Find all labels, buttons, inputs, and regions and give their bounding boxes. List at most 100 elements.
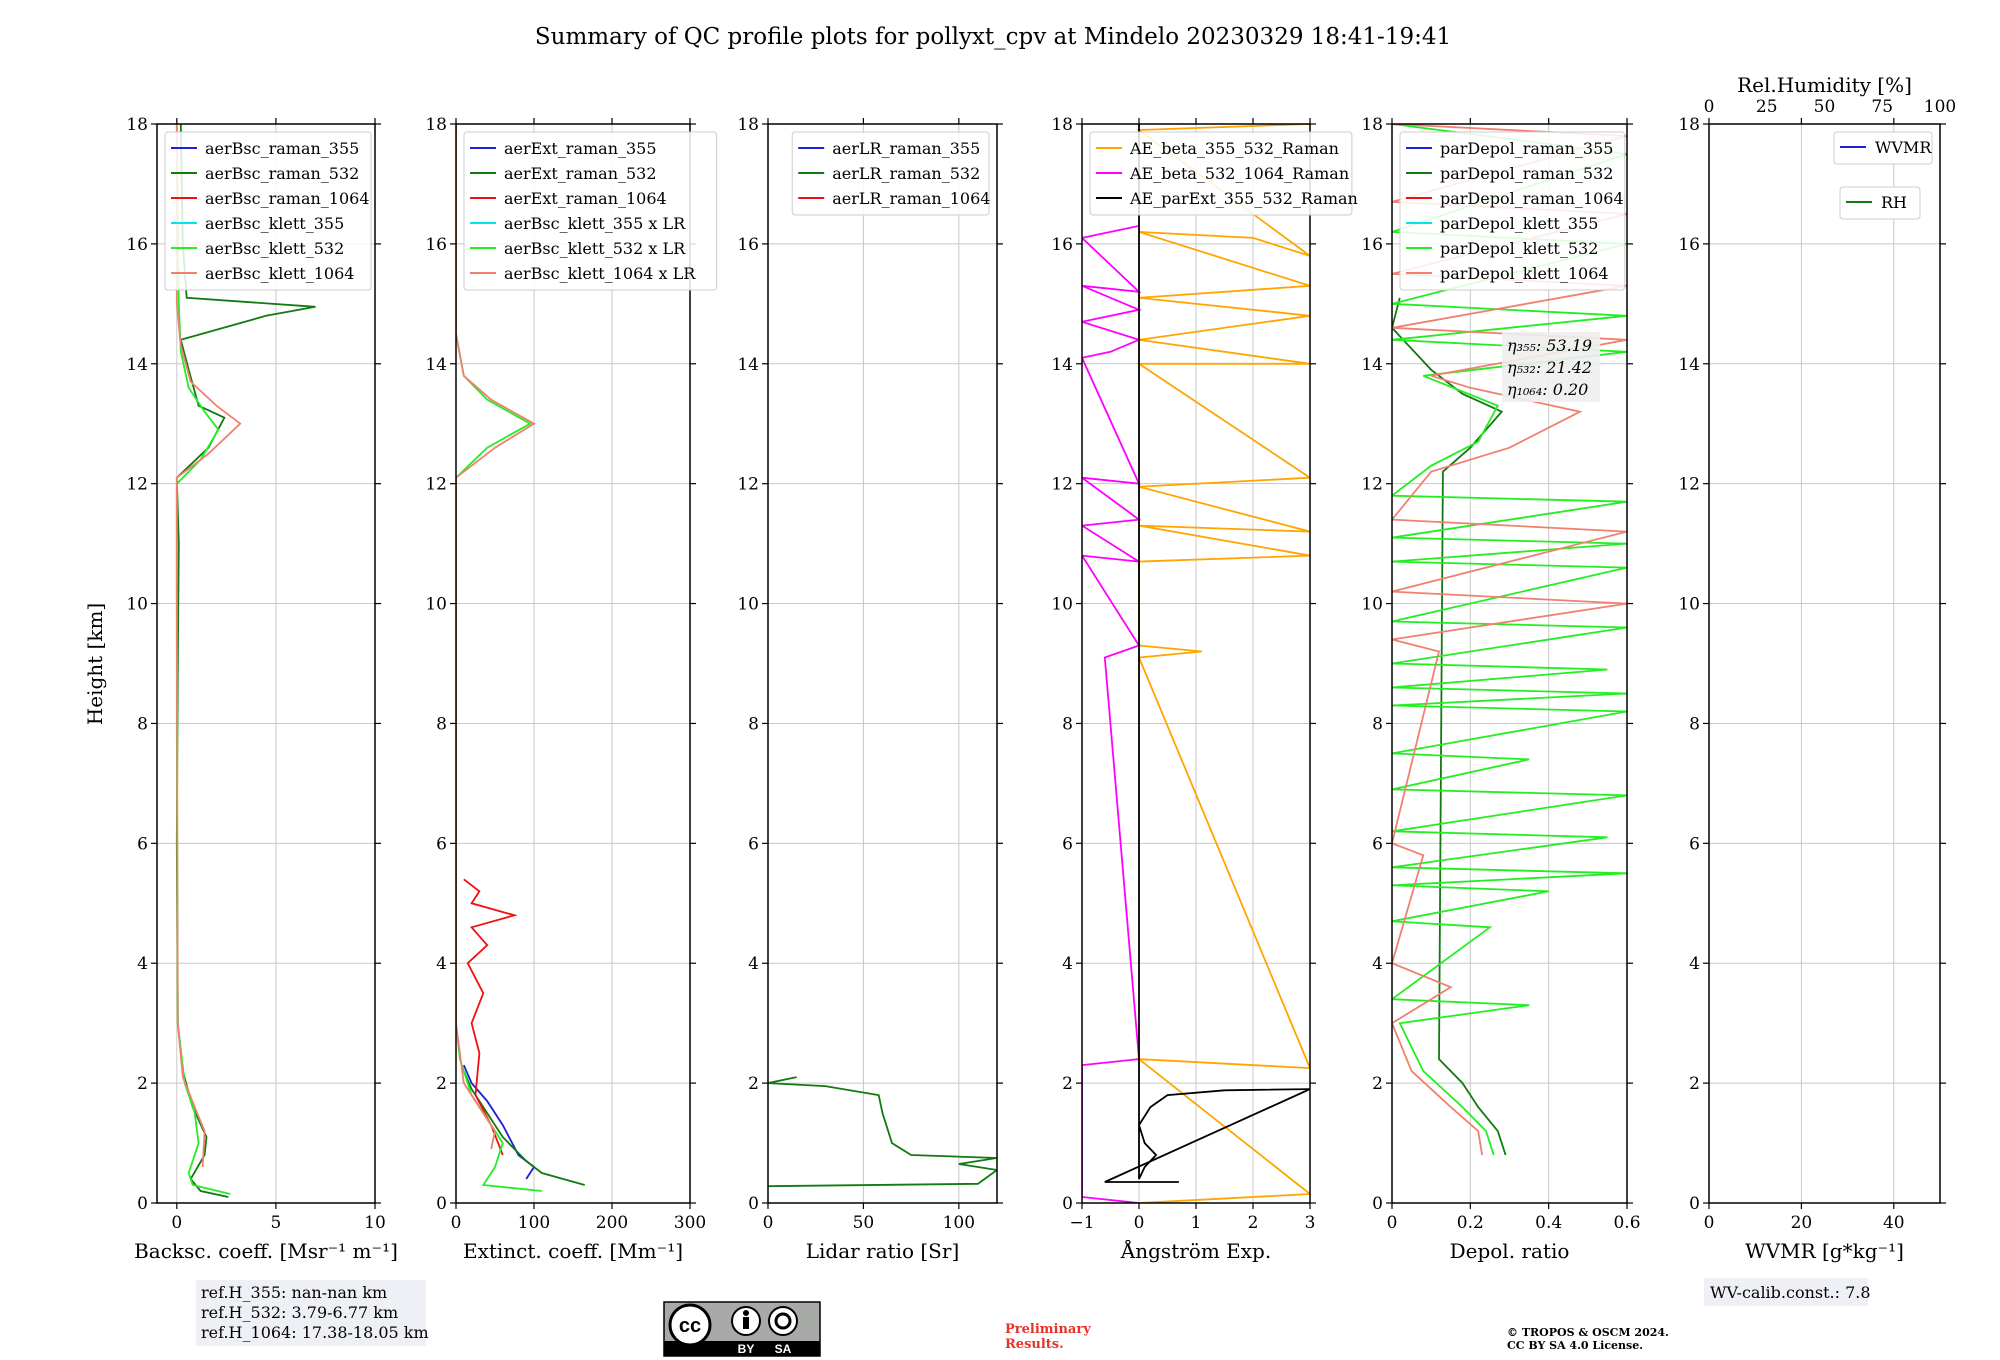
y-tick-label: 8 [1372,714,1383,734]
y-tick-label: 10 [1361,595,1383,615]
license-sa-label: SA [775,1342,792,1356]
legend-label: aerLR_raman_1064 [832,189,990,208]
x-tick-label: 3 [1305,1213,1316,1233]
x-tick-label: 20 [1791,1213,1813,1233]
x-tick-label: 100 [943,1213,975,1233]
legend-label: aerBsc_klett_1064 x LR [504,264,696,283]
y-tick-label: 4 [137,954,148,974]
y-tick-label: 10 [1678,595,1700,615]
legend-label: AE_beta_355_532_Raman [1129,139,1339,158]
preliminary-label-line2: Results. [1005,1337,1064,1352]
legend-label: parDepol_raman_1064 [1440,189,1624,208]
x-tick-label: 100 [518,1213,550,1233]
x-tick-label: 2 [1248,1213,1259,1233]
y-tick-label: 2 [137,1074,148,1094]
y-tick-label: 4 [1372,954,1383,974]
x-tick-label: 5 [270,1213,281,1233]
series-line-AE_parExt_355_532_Raman [1104,124,1310,1183]
legend: AE_beta_355_532_Raman AE_beta_532_1064_Ra… [1089,131,1358,216]
y-tick-label: 12 [1051,475,1073,495]
x-axis-label: Extinct. coeff. [Mm⁻¹] [463,1239,683,1263]
figure-title: Summary of QC profile plots for pollyxt_… [535,24,1451,50]
x-tick-label: 0.6 [1613,1213,1640,1233]
ref-heights-box: ref.H_355: nan-nan km ref.H_532: 3.79-6.… [196,1280,429,1346]
series-line-aerExt_raman_355 [462,1064,536,1180]
y-tick-label: 12 [126,475,148,495]
legend-label: aerBsc_raman_532 [205,164,359,183]
wv-calib-box: WV-calib.const.: 7.8 [1704,1278,1871,1306]
y-tick-label: 16 [425,235,447,255]
top-x-tick-label: 25 [1756,97,1778,117]
y-tick-label: 8 [1062,714,1073,734]
legend-label: parDepol_klett_1064 [1440,264,1609,283]
y-tick-label: 18 [1678,115,1700,135]
sa-share-alike-icon [768,1306,798,1336]
legend-box [1089,131,1353,216]
y-tick-label: 6 [436,834,447,854]
y-tick-label: 10 [425,595,447,615]
legend-label: parDepol_raman_355 [1440,139,1613,158]
y-tick-label: 2 [748,1074,759,1094]
y-tick-label: 14 [1051,355,1073,375]
x-tick-label: 0 [171,1213,182,1233]
top-x-tick-label: 100 [1924,97,1956,117]
axes-frame [1708,123,1941,1204]
by-attribution-head [743,1310,749,1316]
y-tick-label: 6 [1372,834,1383,854]
wv-calib-const: WV-calib.const.: 7.8 [1710,1283,1871,1302]
legend-label: aerExt_raman_355 [504,139,657,158]
legend-box [1399,131,1626,291]
annotation-box [1502,332,1600,402]
y-tick-label: 18 [1361,115,1383,135]
series-line-aerLR_raman_532 [768,1076,997,1188]
legend-label: aerExt_raman_532 [504,164,657,183]
series-line-aerBsc_klett_1064 [175,124,242,1168]
ref-height-1064: ref.H_1064: 17.38-18.05 km [201,1323,429,1342]
y-tick-label: 16 [1051,235,1073,255]
y-tick-label: 6 [1062,834,1073,854]
y-tick-label: 2 [1062,1074,1073,1094]
legend-label: aerBsc_klett_355 [205,214,344,233]
y-tick-label: 12 [425,475,447,495]
y-tick-label: 8 [748,714,759,734]
x-tick-label: 0.2 [1457,1213,1484,1233]
annotation-line: η₅₃₂: 21.42 [1507,358,1592,377]
y-tick-label: 2 [1372,1074,1383,1094]
y-tick-label: 12 [737,475,759,495]
y-tick-label: 2 [1689,1074,1700,1094]
x-axis-label: Ångström Exp. [1120,1238,1271,1263]
panel-bsc: 0 2 4 6 8 10 12 14 16 18 0 5 10 Backsc. coeff. [Msr⁻¹… [126,115,398,1263]
top-x-tick-label: 0 [1704,97,1715,117]
legend-label: aerBsc_raman_355 [205,139,359,158]
legend-label: WVMR [1875,138,1932,157]
legend-label: aerBsc_klett_1064 [205,264,354,283]
y-tick-label: 16 [737,235,759,255]
y-tick-label: 0 [137,1194,148,1214]
cc-license-badge: cc BY SA [663,1301,821,1357]
axes-frame [455,123,691,1204]
annotation-line: η₃₅₅: 53.19 [1507,336,1592,355]
x-axis-label: Depol. ratio [1450,1239,1570,1263]
panel-lr: 0 2 4 6 8 10 12 14 16 18 0 50 100 Lidar ratio [Sr] aer… [737,115,1003,1263]
x-tick-label: 0 [451,1213,462,1233]
panel-ext: 0 2 4 6 8 10 12 14 16 18 0 100 200 300 Extinct. coeff.… [425,115,718,1263]
top-x-tick-label: 75 [1871,97,1893,117]
annotation-line: η₁₀₆₄: 0.20 [1507,380,1588,399]
cc-logo-text: cc [679,1315,701,1337]
y-tick-label: 4 [436,954,447,974]
legend: parDepol_raman_355 parDepol_raman_532 parD… [1399,131,1626,291]
legend-box [463,131,718,291]
series-group [1082,124,1310,1203]
y-tick-label: 2 [436,1074,447,1094]
y-tick-label: 0 [1689,1194,1700,1214]
y-tick-label: 14 [737,355,759,375]
y-tick-label: 14 [126,355,148,375]
legend-box [164,131,372,291]
y-tick-label: 0 [436,1194,447,1214]
y-tick-label: 18 [737,115,759,135]
x-tick-label: 0.4 [1535,1213,1562,1233]
legend-label: aerBsc_klett_355 x LR [504,214,686,233]
legend-box [1839,186,1921,220]
